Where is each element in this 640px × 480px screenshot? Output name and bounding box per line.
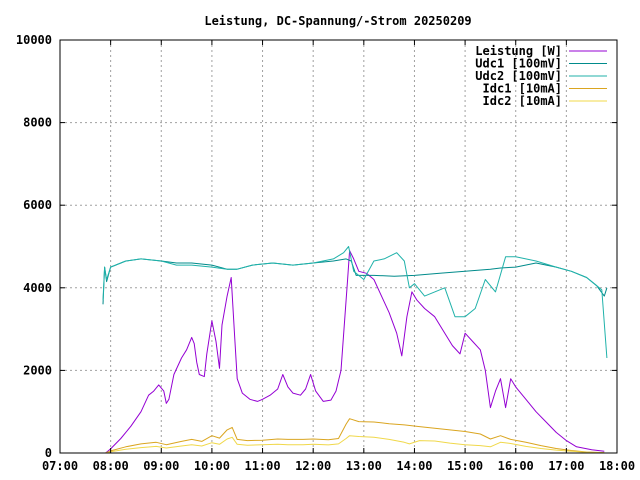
y-tick-label: 2000: [23, 363, 52, 377]
legend-label: Idc1 [10mA]: [483, 82, 562, 96]
x-tick-label: 16:00: [498, 459, 534, 473]
plot-frame: [59, 39, 618, 454]
legend-label: Udc1 [100mV]: [475, 57, 562, 71]
x-tick-label: 18:00: [599, 459, 635, 473]
y-tick-label: 0: [45, 446, 52, 460]
x-tick-label: 11:00: [244, 459, 280, 473]
series-line-4: [105, 418, 605, 454]
x-axis-ticks: 07:00 08:00 09:00 10:00 11:00 12:00 13:00 14:00…: [42, 40, 635, 473]
series-group: [102, 246, 608, 454]
x-tick-label: 07:00: [42, 459, 78, 473]
x-tick-label: 08:00: [93, 459, 129, 473]
legend: Leistung [W]Udc1 [100mV]Udc2 [100mV]Idc1…: [475, 44, 607, 108]
chart-title: Leistung, DC-Spannung/-Strom 20250209: [204, 14, 471, 28]
x-tick-label: 17:00: [548, 459, 584, 473]
series-line-2: [102, 258, 608, 305]
series-line-3: [102, 246, 608, 359]
x-tick-label: 10:00: [194, 459, 230, 473]
legend-label: Idc2 [10mA]: [483, 94, 562, 108]
x-tick-label: 12:00: [295, 459, 331, 473]
y-tick-label: 10000: [16, 33, 52, 47]
x-tick-label: 13:00: [346, 459, 382, 473]
y-tick-label: 4000: [23, 281, 52, 295]
series-line-1: [105, 250, 605, 454]
series-line-5: [105, 435, 605, 454]
legend-label: Udc2 [100mV]: [475, 69, 562, 83]
y-axis-ticks: 0 2000 4000 6000 8000 10000: [16, 33, 617, 460]
legend-label: Leistung [W]: [475, 44, 562, 58]
grid-lines: [60, 40, 617, 453]
y-tick-label: 8000: [23, 116, 52, 130]
x-tick-label: 14:00: [396, 459, 432, 473]
x-tick-label: 09:00: [143, 459, 179, 473]
y-tick-label: 6000: [23, 198, 52, 212]
x-tick-label: 15:00: [447, 459, 483, 473]
